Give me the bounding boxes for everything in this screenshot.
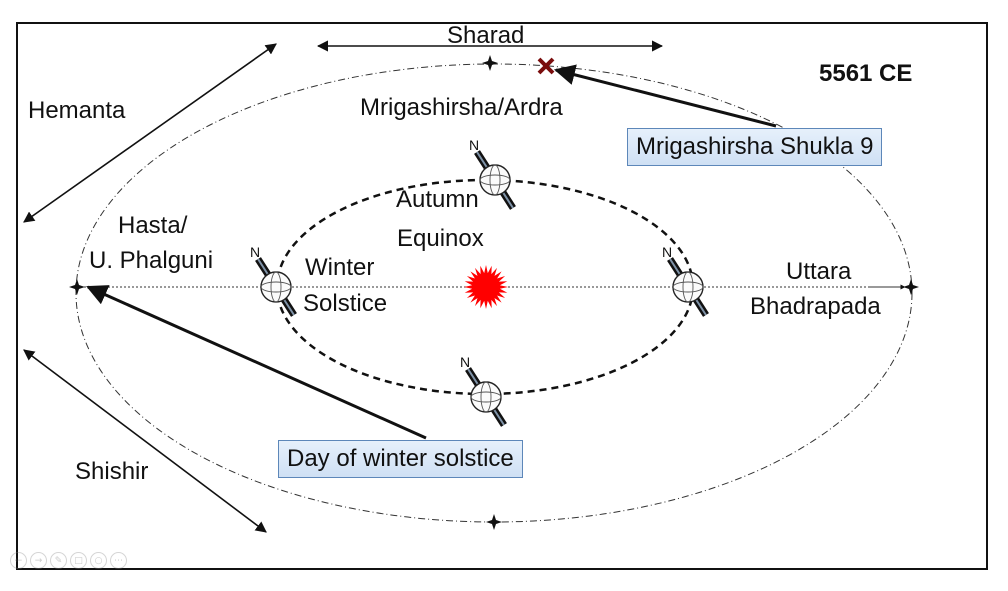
more-icon[interactable]: ⋯ (110, 552, 127, 569)
ellipse-markers (69, 55, 919, 530)
season-hemanta-label: Hemanta (28, 97, 126, 124)
star-marker-bottom (486, 514, 502, 530)
season-sharad-label: Sharad (447, 22, 525, 49)
back-icon[interactable]: ← (10, 552, 27, 569)
svg-text:N: N (250, 244, 260, 260)
svg-text:N: N (469, 137, 479, 153)
earth-winter-solstice-icon: N (250, 244, 297, 317)
earth-spring-equinox-icon: N (662, 244, 709, 317)
autumn-equinox-line2: Equinox (397, 225, 484, 252)
zoom-icon[interactable]: ○ (90, 552, 107, 569)
nakshatra-left-line1: Hasta/ (118, 212, 188, 239)
nakshatra-right-line1: Uttara (786, 258, 852, 285)
star-marker-right (903, 279, 919, 295)
nakshatra-left-line2: U. Phalguni (89, 247, 214, 274)
moon-position-x-marker (537, 57, 555, 75)
diagram-frame (16, 22, 988, 570)
nakshatra-right-line2: Bhadrapada (750, 293, 881, 320)
mrigashirsha-pointer (553, 64, 777, 128)
star-marker-top (482, 55, 498, 71)
star-marker-left (69, 279, 85, 295)
slides-icon[interactable]: □ (70, 552, 87, 569)
earth-summer-solstice-icon: N (460, 354, 507, 427)
autumn-equinox-line1: Autumn (396, 186, 479, 213)
mrigashirsha-callout: Mrigashirsha Shukla 9 (627, 128, 883, 166)
slideshow-toolbar: ← → ✎ □ ○ ⋯ (10, 552, 127, 569)
svg-text:N: N (662, 244, 672, 260)
sun-icon (464, 265, 508, 309)
pen-icon[interactable]: ✎ (50, 552, 67, 569)
winter-solstice-line1: Winter (305, 254, 375, 281)
hemanta-arrow (23, 43, 277, 223)
forward-icon[interactable]: → (30, 552, 47, 569)
winter-day-pointer (86, 285, 427, 440)
shishir-arrow (23, 349, 267, 533)
year-label: 5561 CE (819, 60, 913, 87)
nakshatra-top-label: Mrigashirsha/Ardra (360, 94, 563, 121)
winter-day-callout: Day of winter solstice (278, 440, 523, 478)
earth-autumn-equinox-icon: N (469, 137, 516, 210)
winter-solstice-line2: Solstice (303, 290, 388, 317)
svg-text:N: N (460, 354, 470, 370)
season-shishir-label: Shishir (75, 458, 149, 485)
